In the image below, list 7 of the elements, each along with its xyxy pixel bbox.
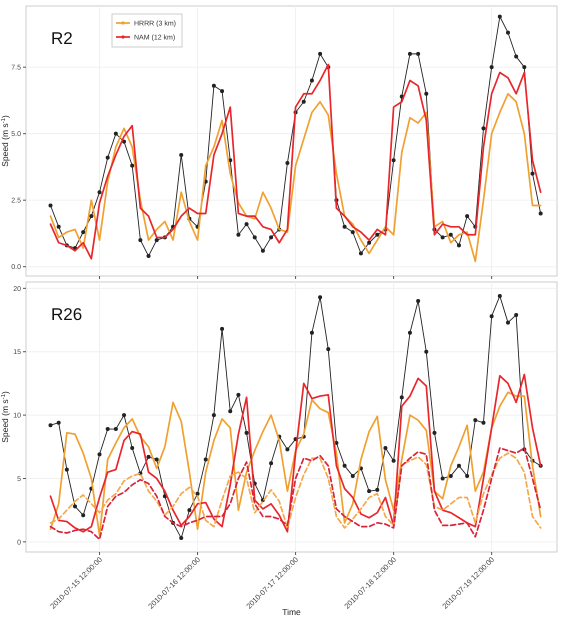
line-series: [50, 92, 542, 262]
line-series: [50, 447, 542, 540]
line-series: [50, 452, 542, 529]
text: R26: [51, 305, 82, 324]
line-series: [50, 64, 542, 260]
x-axis-title: Time: [282, 607, 302, 617]
text: R2: [51, 29, 73, 48]
